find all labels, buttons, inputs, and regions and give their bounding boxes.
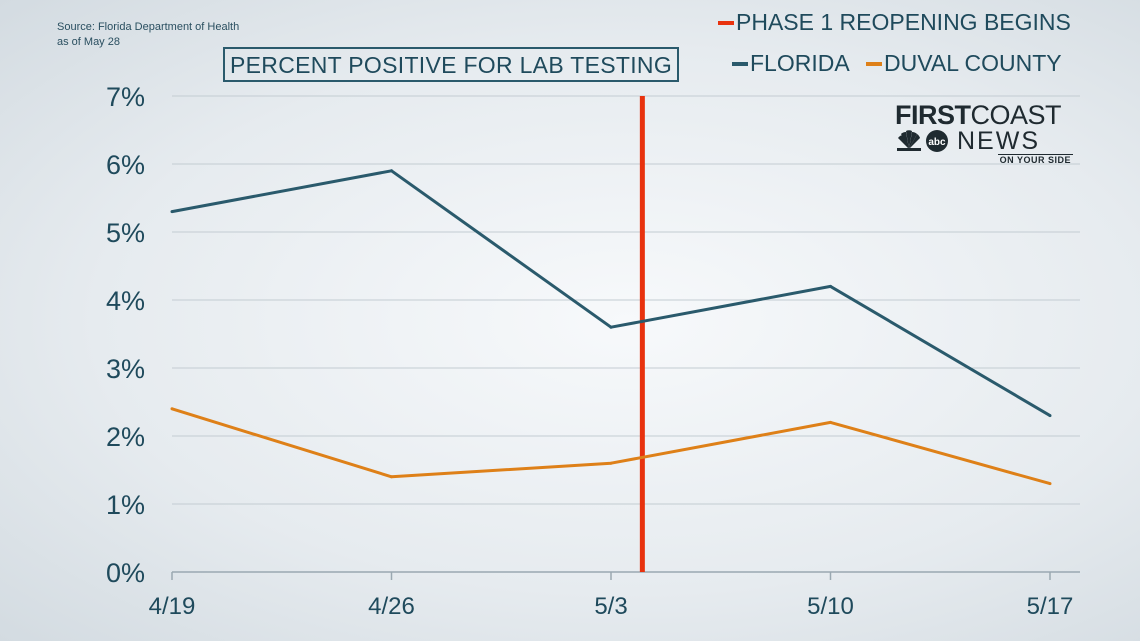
chart-title: PERCENT POSITIVE FOR LAB TESTING: [223, 47, 680, 82]
source-line-1: Source: Florida Department of Health: [57, 21, 240, 33]
logo-coast: COAST: [970, 100, 1062, 130]
legend-florida-label: FLORIDA: [750, 50, 850, 76]
svg-text:abc: abc: [928, 137, 946, 148]
source-note: Source: Florida Department of Health as …: [57, 20, 239, 50]
legend-duval-label: DUVAL COUNTY: [884, 50, 1062, 76]
legend-duval-swatch: [866, 61, 882, 66]
data-point-florida: [390, 169, 393, 173]
data-point-duval: [829, 420, 832, 424]
data-point-florida: [170, 210, 174, 214]
y-tick-label: 1%: [106, 490, 145, 520]
logo-tagline-text: ON YOUR SIDE: [997, 154, 1073, 165]
y-tick-label: 7%: [106, 82, 145, 112]
source-line-2: as of May 28: [57, 36, 120, 48]
legend-duval: DUVAL COUNTY: [866, 50, 1062, 77]
data-point-duval: [170, 407, 174, 411]
x-tick-label: 5/10: [807, 593, 854, 620]
y-tick-label: 3%: [106, 354, 145, 384]
data-point-duval: [1048, 482, 1052, 486]
legend-phase-swatch: [718, 20, 734, 25]
legend-phase-label: PHASE 1 REOPENING BEGINS: [736, 9, 1071, 35]
y-tick-label: 2%: [106, 422, 145, 452]
x-tick-label: 4/19: [149, 593, 196, 620]
y-tick-label: 0%: [106, 558, 145, 588]
logo-tagline: ON YOUR SIDE: [895, 154, 1077, 165]
x-tick-label: 5/3: [594, 593, 627, 620]
x-tick-label: 5/17: [1027, 593, 1074, 620]
logo-first: FIRST: [895, 100, 971, 130]
peacock-abc-icon: abc: [897, 130, 948, 152]
x-axis-ticks: 4/19 4/26 5/3 5/10 5/17: [149, 572, 1074, 620]
x-tick-label: 4/26: [368, 593, 415, 620]
gridlines: [172, 95, 1080, 573]
logo-news: NEWS: [957, 127, 1040, 155]
legend-florida-swatch: [732, 61, 748, 66]
first-coast-news-logo: FIRSTCOAST abc NEWS ON YOUR SIDE: [895, 101, 1077, 165]
logo-news-row: abc NEWS: [895, 128, 1077, 154]
y-axis-ticks: 0% 1% 2% 3% 4% 5% 6% 7%: [106, 82, 145, 588]
data-point-florida: [829, 284, 832, 288]
series-line-duval: [171, 407, 1051, 486]
data-point-duval: [390, 475, 393, 479]
legend-florida: FLORIDA: [732, 50, 850, 77]
y-tick-label: 4%: [106, 286, 145, 316]
data-point-florida: [609, 325, 613, 329]
data-point-florida: [1048, 414, 1052, 418]
y-tick-label: 5%: [106, 218, 145, 248]
data-point-duval: [609, 461, 613, 465]
logo-wordmark: FIRSTCOAST: [895, 101, 1077, 129]
y-tick-label: 6%: [106, 150, 145, 180]
legend-phase-1: PHASE 1 REOPENING BEGINS: [718, 9, 1071, 36]
series-line-florida: [171, 169, 1051, 417]
series-lines: [170, 169, 1052, 486]
